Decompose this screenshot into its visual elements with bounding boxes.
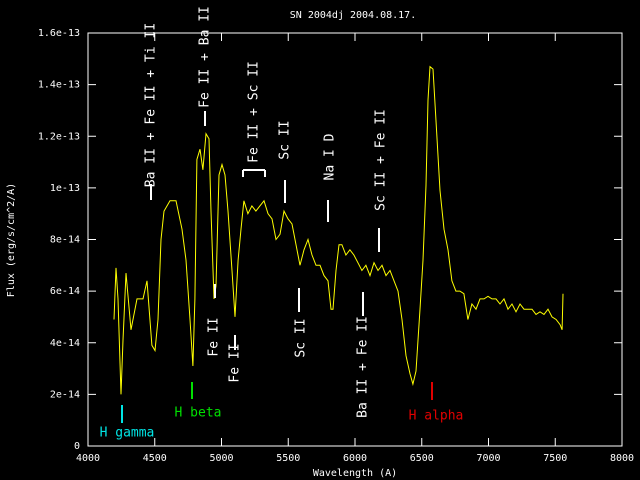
x-tick-label: 5500 [276, 453, 300, 464]
annotation: H beta [175, 406, 222, 421]
y-axis-label: Flux (erg/s/cm^2/A) [6, 183, 17, 297]
annotation: Fe II + Ba II [198, 6, 213, 108]
annotation: Sc II [278, 120, 293, 159]
annotation: Na I D [323, 133, 338, 180]
y-tick-label: 1.6e-13 [38, 28, 80, 39]
x-tick-label: 7000 [476, 453, 500, 464]
y-tick-label: 4e-14 [50, 338, 80, 349]
annotation: Fe II [207, 317, 222, 356]
y-tick-label: 1.2e-13 [38, 131, 80, 142]
annotation: H alpha [409, 409, 464, 424]
annotation: Fe II + Sc II [247, 61, 262, 163]
annotation: Sc II + Fe II [374, 109, 389, 211]
x-tick-label: 6000 [343, 453, 367, 464]
x-tick-label: 8000 [610, 453, 634, 464]
y-tick-label: 2e-14 [50, 389, 80, 400]
annotation: Fe II [228, 343, 243, 382]
x-tick-label: 6500 [410, 453, 434, 464]
x-tick-label: 7500 [543, 453, 567, 464]
y-tick-label: 1.4e-13 [38, 80, 80, 91]
y-tick-label: 0 [74, 441, 80, 452]
chart-title: SN 2004dj 2004.08.17. [290, 10, 416, 21]
y-tick-label: 8e-14 [50, 235, 80, 246]
annotation: Ba II + Fe II [356, 316, 371, 418]
annotation: H gamma [100, 426, 155, 441]
annotation: Sc II [294, 318, 309, 357]
x-tick-label: 4000 [76, 453, 100, 464]
spectrum-line [113, 65, 564, 395]
y-tick-label: 1e-13 [50, 183, 80, 194]
x-tick-label: 5000 [209, 453, 233, 464]
x-tick-label: 4500 [143, 453, 167, 464]
annotation: Ba II + Fe II + Ti II [144, 23, 159, 187]
y-tick-label: 6e-14 [50, 286, 80, 297]
x-axis-label: Wavelength (A) [313, 468, 397, 479]
